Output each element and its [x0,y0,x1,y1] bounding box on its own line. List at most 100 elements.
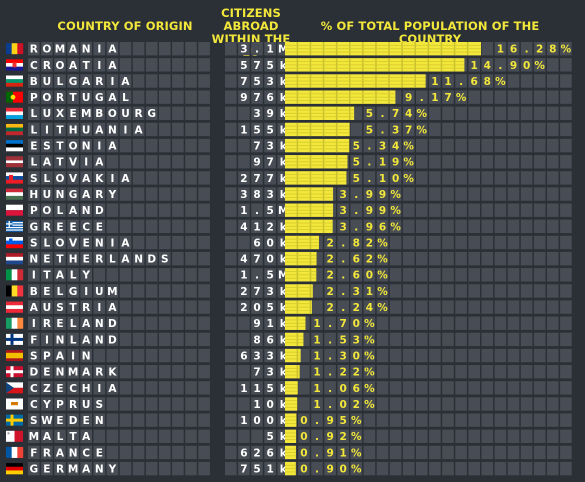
country-tile [28,235,40,250]
citizens-digit: . [255,44,259,56]
bar-tile-divider [285,67,465,69]
country-tile [198,397,210,411]
percent-tile [350,381,363,395]
country-tile [145,187,158,201]
country-tile [145,155,158,169]
percent-value-char: 0 [523,60,530,72]
citizens-tile [277,397,289,411]
percent-value-char: 6 [353,254,360,266]
bar-tile-divider [285,290,313,292]
percent-tile [442,235,454,250]
citizens-tile [251,122,263,137]
flag-stripe [17,317,24,329]
percent-tile [376,219,389,234]
table-row: L U X E M B O U R G 3 9 k 5. 7 4% [6,106,572,120]
country-letter: N [82,350,91,362]
percent-tile [416,203,428,217]
country-tile [132,365,145,379]
flag-stripe [17,285,24,297]
percent-tile [481,251,494,266]
percent-tile [455,397,467,411]
flag-stripe [6,269,12,281]
country-tile [41,171,53,185]
country-letter: P [30,205,38,217]
country-letter: T [56,124,64,136]
citizens-digit: 1 [253,399,260,411]
country-letter: A [69,205,78,217]
country-letter: G [69,286,78,298]
country-tile [41,284,53,298]
bar-tile-divider [285,335,304,337]
percent-tile [468,90,480,104]
country-letter: Y [42,399,51,411]
percent-value-char: 1 [340,447,347,459]
country-letter: I [71,350,75,362]
citizens-digit: k [280,367,288,379]
percent-tile [533,365,546,379]
percent-value-char: 9 [366,205,373,217]
country-tile [93,300,106,314]
citizens-tile [251,429,263,443]
citizens-digit: 5 [240,60,247,72]
country-tile [93,122,106,137]
country-letter: Y [81,270,90,282]
percent-tile [481,42,494,56]
citizens-tile [251,219,263,234]
percent-tile [363,122,376,137]
percent-tile [442,397,454,411]
country-letter: I [45,334,49,346]
citizens-tile [277,284,289,298]
country-letter: I [124,124,128,136]
country-tile [28,106,40,120]
citizens-digit: k [280,464,288,476]
percent-tile [389,300,402,314]
country-tile [172,187,184,201]
percent-tile [442,316,454,330]
percent-tile [337,284,349,298]
country-tile [106,235,119,250]
country-tile [28,268,40,282]
percent-tile [520,58,533,72]
country-tile [159,106,171,120]
percent-value-char: . [341,286,345,298]
country-letter: E [83,237,90,249]
percent-tile [481,429,494,443]
country-tile [106,42,119,56]
country-tile [172,397,184,411]
country-tile [28,219,40,234]
bar-tile-divider [285,319,306,321]
percent-tile [455,187,467,201]
country-tile [159,219,171,234]
citizens-tile [264,461,276,476]
percent-tile [520,316,533,330]
percent-value-char: 9 [326,447,333,459]
country-tile [54,300,66,314]
citizens-tile [264,138,276,153]
country-tile [28,461,40,476]
flag-stripe [6,147,23,152]
country-tile [132,203,145,217]
country-tile [132,122,145,137]
percent-tile [324,413,336,427]
country-tile [106,187,119,201]
bar-tile-divider [285,342,304,344]
percent-tile [560,155,572,169]
country-letter: A [43,431,52,443]
citizens-tile [277,251,289,266]
country-letter: S [30,350,38,362]
percent-tile [560,138,572,153]
percent-value-char: . [381,124,385,136]
country-tile [80,219,92,234]
percent-value-char: 2 [326,237,333,249]
country-tile [132,138,145,153]
flag-stripe [6,188,23,193]
country-letter: A [135,124,144,136]
percent-tile [455,155,467,169]
percent-tile [507,155,520,169]
citizens-digit: M [278,44,288,56]
country-tile [119,300,132,314]
country-tile [145,235,158,250]
country-letter: N [95,318,104,330]
percent-tile [429,316,441,330]
percent-tile [442,171,454,185]
